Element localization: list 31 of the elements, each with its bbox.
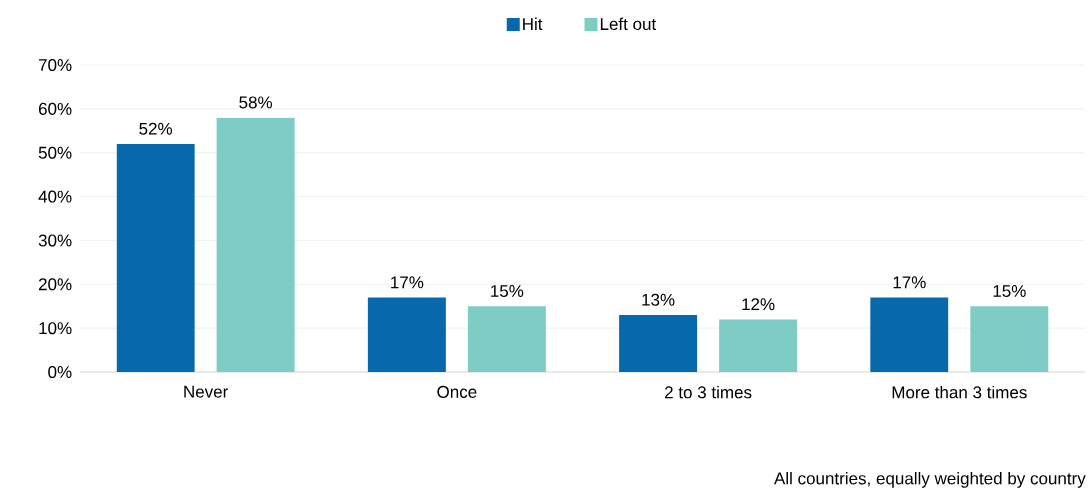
y-tick-label: 30% [38,234,72,247]
x-tick-label: More than 3 times [892,385,1027,399]
bar [619,314,698,373]
bar [467,306,546,373]
text: All countries, equally weighted by country [774,471,1086,488]
data-label: 52% [139,122,173,135]
data-label: 17% [391,276,424,289]
data-label: 58% [239,96,273,109]
y-tick-label: 20% [38,278,72,291]
data-label: 15% [491,285,524,298]
bar [870,297,949,373]
y-tick-label: 70% [38,58,72,72]
data-label: 12% [742,298,775,311]
y-tick-label: 50% [38,146,72,159]
data-label: 17% [893,276,926,289]
bar [216,117,295,373]
legend-label: Left out [600,17,657,31]
data-label: 13% [642,293,675,306]
y-tick-label: 40% [38,190,72,203]
y-tick-label: 60% [38,102,72,115]
y-tick-label: 10% [39,322,72,335]
x-tick-label: Never [184,385,228,398]
bar [367,297,446,373]
legend-label: Hit [523,17,543,31]
bar [719,319,798,373]
y-tick-label: 0% [48,365,72,379]
x-tick-label: Once [437,385,477,398]
bar [970,306,1049,373]
x-tick-label: 2 to 3 times [665,385,752,399]
bar [116,143,195,373]
data-label: 15% [993,285,1026,298]
